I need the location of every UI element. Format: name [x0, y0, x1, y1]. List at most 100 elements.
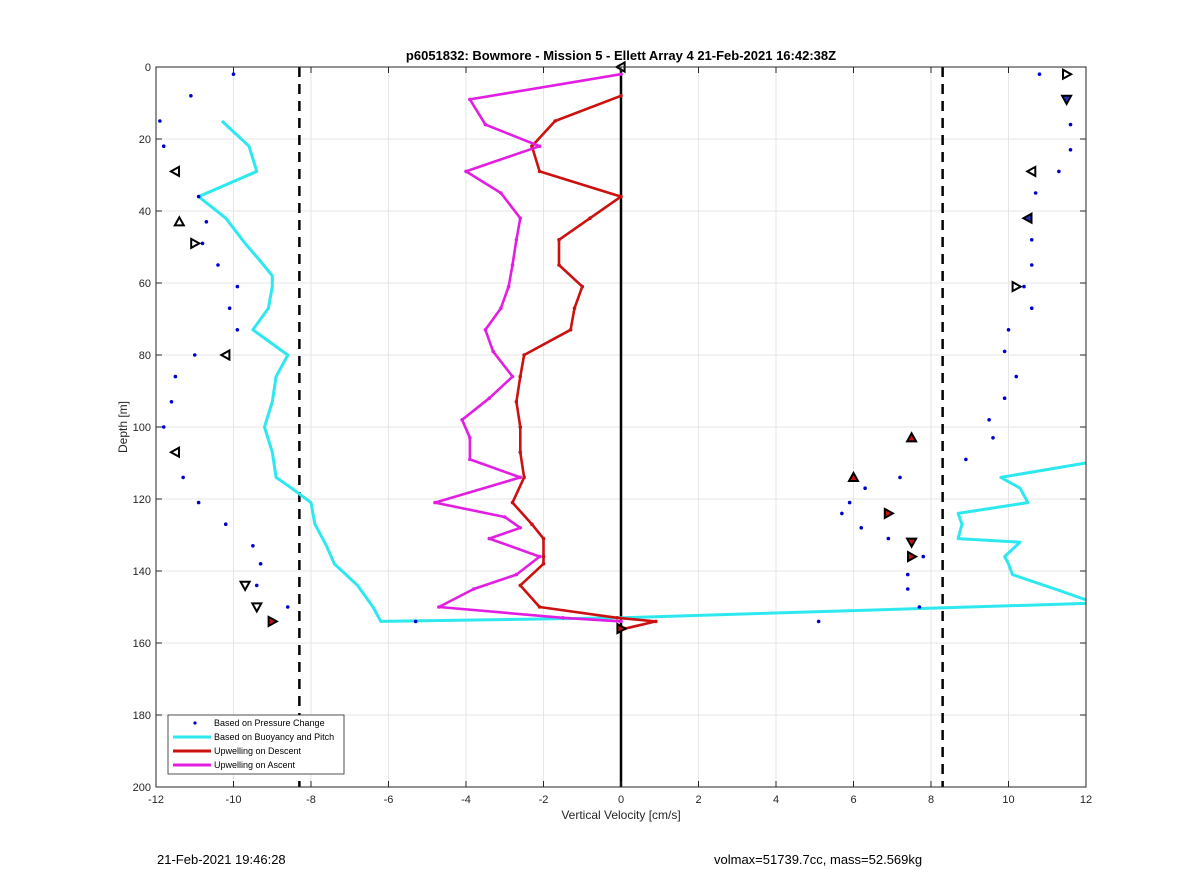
pressure-change-point — [1029, 306, 1034, 311]
upwelling-ascent-point — [561, 616, 565, 620]
pressure-change-point — [204, 220, 209, 224]
buoyancy-pitch-line — [956, 461, 1086, 602]
x-tick-label: 6 — [850, 794, 856, 806]
pressure-change-point — [991, 436, 995, 440]
y-tick-label: 80 — [139, 350, 151, 362]
pressure-change-point — [1029, 263, 1034, 267]
upwelling-ascent-point — [502, 515, 507, 519]
buoyancy-pitch-line — [197, 119, 1086, 623]
footer-timestamp: 21-Feb-2021 19:46:28 — [157, 852, 286, 867]
y-axis-label: Depth [m] — [116, 401, 130, 453]
upwelling-descent-point — [654, 619, 658, 624]
upwelling-descent-point — [615, 616, 619, 620]
upwelling-descent-point — [568, 328, 573, 332]
pressure-change-point — [863, 486, 867, 491]
upwelling-ascent-point — [433, 500, 437, 505]
upwelling-ascent-point — [619, 72, 623, 76]
legend-label-ascent: Upwelling on Ascent — [214, 760, 296, 770]
x-tick-label: -12 — [148, 794, 164, 806]
upwelling-descent-point — [557, 238, 561, 242]
pressure-change-point — [158, 119, 162, 123]
pressure-change-point — [905, 572, 910, 577]
upwelling-descent-point — [518, 374, 523, 379]
upwelling-descent-point — [541, 562, 546, 566]
legend-entry-pressure: Based on Pressure Change — [193, 718, 325, 728]
triangle-marker — [267, 615, 279, 628]
pressure-change-point — [1068, 122, 1073, 127]
upwelling-ascent-point — [499, 191, 503, 195]
upwelling-descent-point — [588, 216, 592, 220]
upwelling-ascent-point — [468, 436, 472, 440]
upwelling-ascent-point — [537, 144, 542, 148]
upwelling-descent-point — [518, 425, 523, 429]
upwelling-descent-point — [522, 475, 526, 480]
upwelling-descent-point — [553, 119, 557, 123]
triangle-marker — [907, 550, 919, 563]
triangle-marker — [1021, 212, 1033, 225]
pressure-change-point — [964, 457, 968, 462]
y-tick-label: 20 — [139, 134, 151, 146]
upwelling-ascent-point — [506, 284, 511, 289]
pressure-change-point — [196, 194, 201, 199]
pressure-change-point — [1006, 328, 1011, 332]
triangle-marker — [168, 165, 180, 178]
upwelling-ascent-point — [518, 526, 523, 530]
upwelling-ascent-point — [468, 97, 472, 102]
upwelling-ascent-point — [518, 475, 523, 480]
x-tick-label: 0 — [618, 794, 624, 806]
triangle-marker — [190, 237, 202, 250]
upwelling-ascent-point — [487, 396, 492, 401]
pressure-change-point — [258, 562, 263, 566]
upwelling-descent-point — [541, 536, 546, 541]
triangle-marker — [905, 431, 918, 443]
upwelling-ascent-point — [491, 349, 495, 354]
upwelling-descent-point — [537, 605, 542, 609]
pressure-change-point — [169, 400, 174, 404]
x-tick-label: 12 — [1080, 794, 1092, 806]
upwelling-ascent-point — [460, 418, 464, 422]
y-tick-label: 120 — [133, 494, 151, 506]
y-tick-label: 0 — [145, 62, 151, 74]
pressure-change-point — [173, 374, 178, 379]
triangle-marker — [1062, 68, 1074, 81]
pressure-change-point — [181, 475, 185, 480]
x-tick-label: -8 — [306, 794, 316, 806]
legend: Based on Pressure Change Based on Buoyan… — [167, 714, 345, 775]
y-tick-label: 100 — [133, 422, 151, 434]
pressure-change-point — [840, 511, 844, 516]
pressure-change-point — [987, 418, 991, 422]
upwelling-ascent-point — [487, 536, 492, 541]
x-tick-label: -2 — [539, 794, 549, 806]
x-tick-label: 10 — [1002, 794, 1014, 806]
pressure-change-point — [254, 583, 259, 588]
axis-ticks: -12 -10 -8 -6 -4 -2 0 2 4 6 8 10 1202040608010012014… — [133, 62, 1092, 806]
triangle-marker — [883, 507, 895, 520]
upwelling-descent-point — [530, 144, 534, 148]
pressure-change-point — [192, 353, 197, 357]
upwelling-ascent-point — [514, 572, 519, 577]
triangle-marker — [173, 215, 186, 227]
pressure-change-point — [1029, 238, 1034, 242]
pressure-change-point — [231, 72, 236, 76]
pressure-change-point — [223, 522, 228, 526]
pressure-change-point — [1022, 284, 1026, 289]
y-tick-label: 60 — [139, 278, 151, 290]
legend-label-pressure: Based on Pressure Change — [214, 718, 325, 728]
pressure-change-point — [1002, 349, 1007, 354]
legend-label-buoyancy: Based on Buoyancy and Pitch — [214, 732, 334, 742]
triangle-marker — [1011, 280, 1023, 293]
x-axis-label: Vertical Velocity [cm/s] — [561, 808, 680, 822]
y-tick-label: 140 — [133, 566, 151, 578]
upwelling-descent-point — [530, 522, 534, 526]
upwelling-descent-point — [619, 94, 623, 98]
y-tick-label: 160 — [133, 638, 151, 650]
pressure-change-point — [898, 475, 902, 480]
triangle-marker — [616, 622, 628, 635]
upwelling-ascent-point — [468, 457, 472, 462]
pressure-change-point — [886, 536, 891, 541]
upwelling-descent-point — [541, 554, 546, 559]
pressure-change-point — [1014, 374, 1019, 379]
upwelling-ascent-point — [510, 263, 515, 267]
pressure-change-point — [917, 605, 922, 609]
